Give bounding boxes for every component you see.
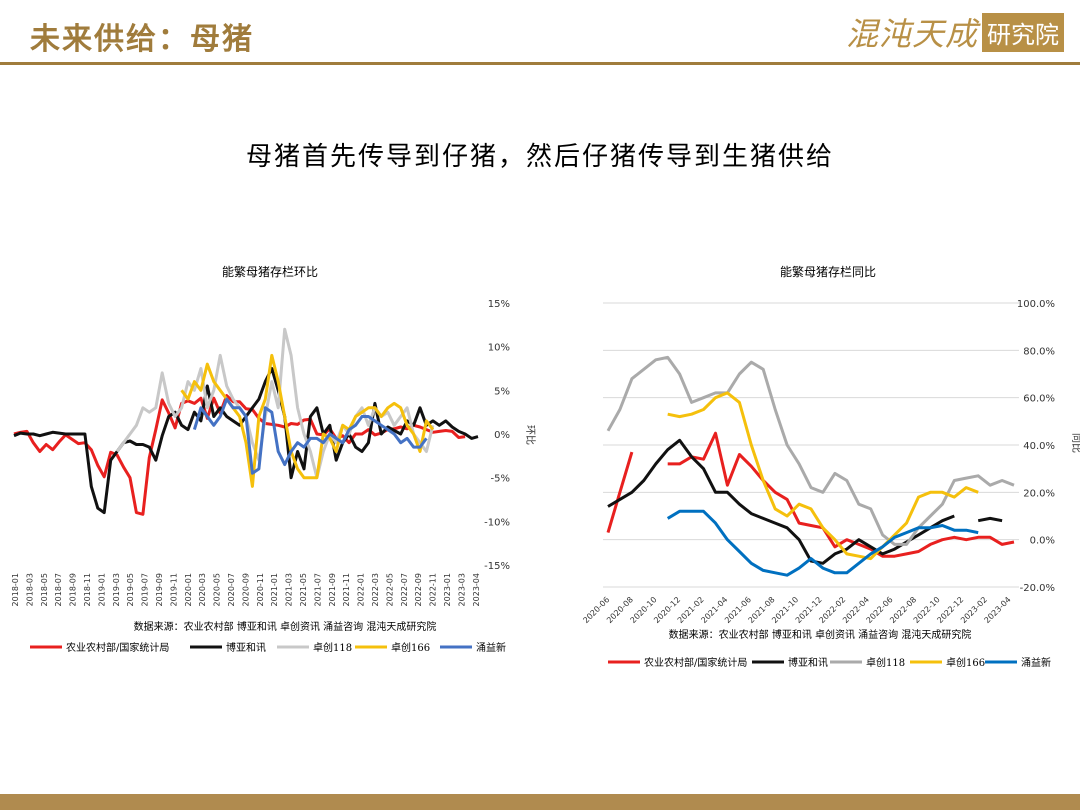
x-tick-label: 2019-11 — [169, 573, 178, 606]
y-tick-label: 60.0% — [1023, 394, 1055, 405]
series-line — [606, 355, 1015, 546]
x-tick-label: 2022-11 — [429, 573, 438, 606]
x-tick-label: 2023-04 — [472, 573, 481, 606]
x-tick-label: 2020-05 — [213, 573, 222, 606]
x-tick-label: 2019-03 — [112, 573, 121, 606]
y-axis-label: 环比 — [524, 425, 536, 445]
legend-label: 卓创118 — [866, 656, 905, 669]
y-tick-label: -15% — [484, 561, 510, 572]
x-tick-label: 2019-07 — [141, 573, 150, 606]
headline: 母猪首先传导到仔猪，然后仔猪传导到生猪供给 — [245, 142, 834, 172]
x-tick-label: 2020-11 — [256, 573, 265, 606]
y-tick-label: 20.0% — [1023, 488, 1055, 499]
x-tick-label: 2021-11 — [342, 573, 351, 606]
y-tick-label: 15% — [488, 299, 510, 310]
y-tick-label: 40.0% — [1023, 441, 1055, 452]
y-tick-label: -5% — [491, 474, 510, 485]
chart-yoy: 能繁母猪存栏同比 100.0% 80.0% 60.0% 40.0% 20.0% 0.0% -2… — [581, 264, 1080, 669]
chart-source: 数据来源：农业农村部 博亚和讯 卓创资讯 涌益咨询 混沌天成研究院 — [669, 628, 972, 641]
page-title: 未来供给：母猪 — [30, 22, 254, 57]
y-tick-label: 10% — [488, 343, 510, 354]
x-tick-label: 2021-01 — [270, 573, 279, 606]
x-tick-label: 2019-01 — [97, 573, 106, 606]
legend-label: 农业农村部/国家统计局 — [644, 656, 747, 669]
x-tick-label: 2018-11 — [83, 573, 92, 606]
logo-script-text: 混沌天成 — [846, 15, 979, 53]
x-tick-label: 2018-03 — [25, 573, 34, 606]
y-tick-label: 0.0% — [1030, 536, 1055, 547]
x-tick-label: 2019-05 — [126, 573, 135, 606]
x-tick-label: 2020-03 — [198, 573, 207, 606]
chart-title: 能繁母猪存栏环比 — [222, 264, 318, 279]
legend-label: 卓创166 — [391, 641, 430, 654]
legend-label: 卓创118 — [313, 641, 352, 654]
legend-label: 农业农村部/国家统计局 — [66, 641, 169, 654]
y-tick-label: 0% — [494, 430, 510, 441]
x-tick-label: 2018-09 — [69, 573, 78, 606]
x-tick-label: 2020-09 — [241, 573, 250, 606]
x-tick-label: 2019-09 — [155, 573, 164, 606]
header-divider — [0, 62, 1080, 65]
legend-label: 博亚和讯 — [226, 641, 266, 654]
series-line — [606, 431, 1015, 558]
x-tick-label: 2022-01 — [357, 573, 366, 606]
brand-logo: 混沌天成 研究院 — [846, 12, 1065, 53]
x-tick-label: 2021-07 — [313, 573, 322, 606]
x-tick-label: 2022-07 — [400, 573, 409, 606]
x-tick-label: 2022-03 — [371, 573, 380, 606]
y-tick-label: -10% — [484, 517, 510, 528]
y-tick-label: 100.0% — [1017, 299, 1055, 310]
chart-source: 数据来源：农业农村部 博亚和讯 卓创资讯 涌益咨询 混沌天成研究院 — [134, 620, 437, 633]
series-line — [607, 438, 1003, 565]
series-line — [192, 397, 428, 475]
chart-title: 能繁母猪存栏同比 — [780, 264, 876, 279]
chart-mom: 能繁母猪存栏环比 15% 10% 5% 0% -5% -10% -15% 环比 2018-01 20… — [11, 264, 536, 654]
x-tick-label: 2022-09 — [414, 573, 423, 606]
logo-box-text: 研究院 — [982, 12, 1065, 52]
series-line — [666, 509, 979, 577]
y-axis-label: 同比 — [1070, 433, 1080, 453]
series-line — [667, 391, 979, 561]
x-tick-label: 2023-03 — [457, 573, 466, 606]
series-line — [180, 353, 435, 488]
x-tick-label: 2022-05 — [385, 573, 394, 606]
x-tick-label: 2018-05 — [40, 573, 49, 606]
x-tick-label: 2020-01 — [184, 573, 193, 606]
x-tick-label: 2018-07 — [54, 573, 63, 606]
x-tick-label: 2021-09 — [328, 573, 337, 606]
y-tick-label: 80.0% — [1023, 346, 1055, 357]
x-tick-label: 2018-01 — [11, 573, 20, 606]
legend-label: 涌益新 — [1021, 656, 1051, 669]
y-tick-label: 5% — [494, 386, 510, 397]
x-tick-label: 2020-07 — [227, 573, 236, 606]
series-line — [13, 394, 466, 516]
legend-label: 涌益新 — [476, 641, 506, 654]
x-tick-label: 2021-05 — [299, 573, 308, 606]
y-tick-label: -20.0% — [1020, 583, 1055, 594]
legend-label: 博亚和讯 — [788, 656, 828, 669]
x-tick-label: 2023-01 — [443, 573, 452, 606]
legend-label: 卓创166 — [946, 656, 985, 669]
x-tick-label: 2021-03 — [285, 573, 294, 606]
footer-bar — [0, 794, 1080, 810]
